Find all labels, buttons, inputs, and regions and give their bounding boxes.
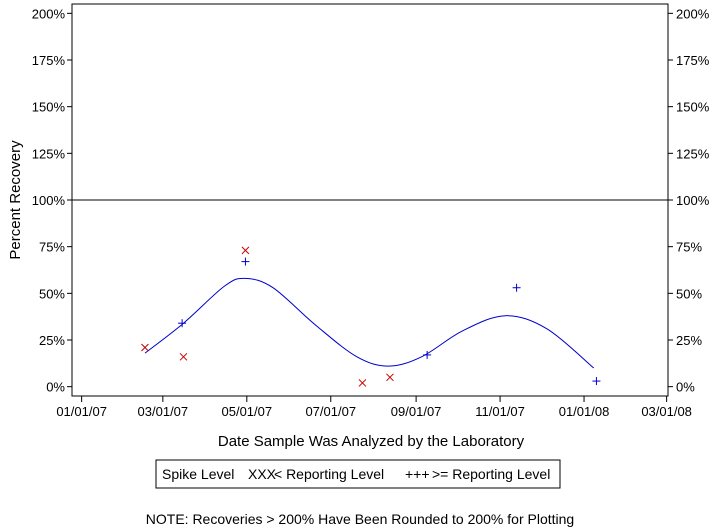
- point-below-reporting-level: [241, 246, 250, 255]
- x-axis-title: Date Sample Was Analyzed by the Laborato…: [218, 433, 525, 450]
- y-tick-label-right: 125%: [676, 146, 710, 161]
- y-tick-label-left: 125%: [32, 146, 66, 161]
- y-tick-label-right: 150%: [676, 100, 710, 115]
- point-above-reporting-level: [423, 350, 432, 359]
- y-tick-label-left: 25%: [39, 333, 65, 348]
- y-tick-label-right: 50%: [676, 286, 702, 301]
- y-tick-label-left: 0%: [46, 380, 65, 395]
- y-axis-left: 0% 25% 50% 75% 100% 125% 150% 175% 200%: [32, 6, 72, 395]
- y-tick-label-left: 50%: [39, 286, 65, 301]
- legend: Spike Level XXX < Reporting Level +++ >=…: [155, 459, 561, 489]
- point-below-reporting-level: [386, 373, 394, 382]
- x-tick-label: 09/01/07: [391, 404, 442, 419]
- x-tick-label: 11/01/07: [475, 404, 525, 419]
- y-axis-right: 0% 25% 50% 75% 100% 125% 150% 175% 200%: [668, 6, 710, 395]
- point-x-stroke: [179, 352, 188, 361]
- point-above-reporting-level: [241, 257, 250, 266]
- x-tick-label: 03/01/08: [641, 404, 692, 419]
- point-above-reporting-level: [512, 283, 521, 292]
- y-tick-label-left: 75%: [39, 240, 65, 255]
- y-tick-label-right: 200%: [676, 6, 710, 21]
- trend-line: [144, 277, 595, 369]
- point-above-reporting-level: [178, 319, 187, 328]
- y-tick-label-left: 150%: [32, 100, 66, 115]
- point-x-stroke: [358, 379, 367, 387]
- data-points: [141, 246, 601, 387]
- footnote: NOTE: Recoveries > 200% Have Been Rounde…: [146, 511, 574, 527]
- point-x-stroke: [241, 246, 250, 255]
- y-tick-label-left: 100%: [32, 193, 66, 208]
- legend-title: Spike Level: [162, 466, 234, 482]
- legend-marker-below: XXX: [248, 466, 277, 482]
- x-tick-label: 01/01/08: [559, 404, 610, 419]
- x-tick-label: 07/01/07: [305, 404, 356, 419]
- y-tick-label-left: 200%: [32, 6, 66, 21]
- point-below-reporting-level: [358, 379, 367, 387]
- point-x-stroke: [141, 343, 149, 352]
- legend-label-above: >= Reporting Level: [432, 466, 550, 482]
- legend-label-below: < Reporting Level: [274, 466, 384, 482]
- legend-marker-above: +++: [405, 466, 430, 482]
- y-tick-label-right: 175%: [676, 53, 710, 68]
- x-tick-label: 01/01/07: [56, 404, 107, 419]
- x-tick-label: 03/01/07: [138, 404, 189, 419]
- point-below-reporting-level: [141, 343, 149, 352]
- x-tick-label: 05/01/07: [222, 404, 273, 419]
- y-tick-label-right: 25%: [676, 333, 702, 348]
- y-axis-title: Percent Recovery: [7, 140, 24, 260]
- point-above-reporting-level: [592, 377, 601, 386]
- y-tick-label-right: 0%: [676, 380, 695, 395]
- y-tick-label-right: 75%: [676, 240, 702, 255]
- point-below-reporting-level: [179, 352, 188, 361]
- x-axis: 01/01/07 03/01/07 05/01/07 07/01/07 09/01/07…: [56, 396, 692, 419]
- y-tick-label-left: 175%: [32, 53, 66, 68]
- legend-box: [155, 459, 561, 489]
- point-x-stroke: [386, 373, 394, 382]
- y-tick-label-right: 100%: [676, 193, 710, 208]
